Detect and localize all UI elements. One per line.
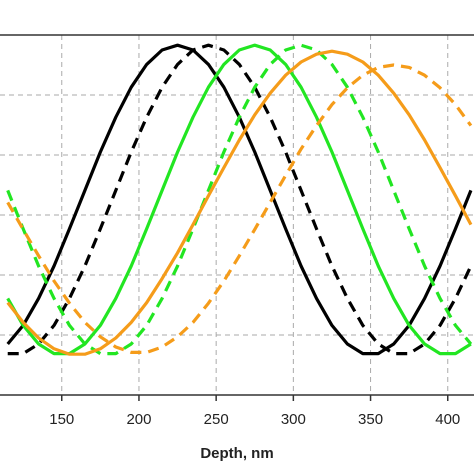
lines bbox=[6, 43, 473, 356]
x-tick-label: 400 bbox=[435, 411, 460, 428]
x-tick-label: 300 bbox=[281, 411, 306, 428]
series-line bbox=[6, 43, 473, 356]
x-tick-label: 200 bbox=[126, 411, 151, 428]
x-tick-label: 150 bbox=[49, 411, 74, 428]
series-line bbox=[7, 43, 473, 356]
series-line bbox=[6, 43, 473, 356]
series-line bbox=[6, 49, 473, 356]
series-line bbox=[6, 63, 473, 354]
series-line bbox=[6, 43, 472, 356]
x-tick-label: 250 bbox=[204, 411, 229, 428]
x-tick-label: 350 bbox=[358, 411, 383, 428]
x-axis-label: Depth, nm bbox=[200, 445, 273, 462]
ticks: 100150200250300350400 bbox=[49, 395, 460, 428]
